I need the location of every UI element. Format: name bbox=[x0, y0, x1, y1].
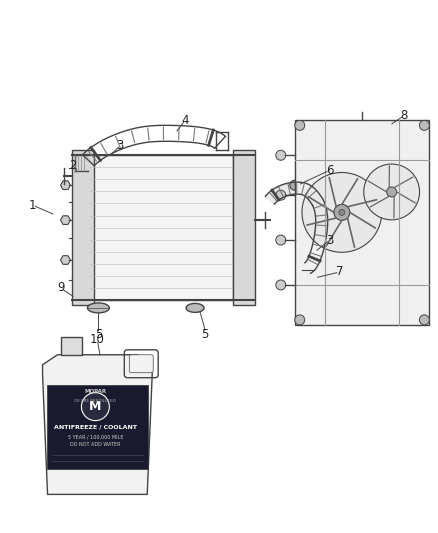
Text: 2: 2 bbox=[69, 159, 76, 172]
Text: M: M bbox=[89, 400, 102, 413]
Text: OE PRE PREDILUTED: OE PRE PREDILUTED bbox=[74, 399, 117, 402]
Text: 6: 6 bbox=[326, 164, 333, 177]
Bar bbox=[88, 155, 233, 300]
Circle shape bbox=[276, 150, 286, 160]
Text: 5: 5 bbox=[95, 328, 102, 341]
Circle shape bbox=[295, 315, 305, 325]
Ellipse shape bbox=[186, 303, 204, 312]
Circle shape bbox=[419, 120, 429, 131]
Polygon shape bbox=[265, 182, 323, 205]
Circle shape bbox=[419, 315, 429, 325]
Text: 5 YEAR / 100,000 MILE: 5 YEAR / 100,000 MILE bbox=[67, 434, 123, 439]
Bar bbox=[295, 120, 429, 325]
Polygon shape bbox=[305, 199, 328, 273]
Circle shape bbox=[290, 180, 300, 190]
Text: 1: 1 bbox=[29, 199, 36, 212]
Polygon shape bbox=[60, 181, 71, 190]
Text: 3: 3 bbox=[117, 139, 124, 152]
Text: 9: 9 bbox=[57, 281, 64, 294]
Text: 8: 8 bbox=[401, 109, 408, 122]
Text: DO NOT ADD WATER: DO NOT ADD WATER bbox=[70, 442, 120, 447]
Text: 7: 7 bbox=[336, 265, 343, 278]
Circle shape bbox=[81, 393, 110, 421]
FancyBboxPatch shape bbox=[129, 355, 153, 373]
Polygon shape bbox=[42, 355, 152, 495]
Circle shape bbox=[295, 120, 305, 131]
Circle shape bbox=[334, 205, 350, 220]
Circle shape bbox=[302, 173, 382, 252]
Circle shape bbox=[276, 190, 286, 200]
Text: 5: 5 bbox=[201, 328, 209, 341]
Text: 3: 3 bbox=[326, 233, 333, 247]
Bar bbox=[60, 337, 82, 355]
Circle shape bbox=[339, 209, 345, 215]
Circle shape bbox=[276, 235, 286, 245]
Ellipse shape bbox=[88, 303, 110, 313]
Bar bbox=[46, 385, 148, 470]
Bar bbox=[72, 150, 95, 305]
Circle shape bbox=[387, 187, 397, 197]
Text: ANTIFREEZE / COOLANT: ANTIFREEZE / COOLANT bbox=[54, 424, 137, 429]
Circle shape bbox=[276, 280, 286, 290]
Circle shape bbox=[364, 164, 420, 220]
Polygon shape bbox=[60, 256, 71, 264]
Text: 10: 10 bbox=[90, 333, 105, 346]
Text: 4: 4 bbox=[181, 114, 189, 127]
Bar bbox=[233, 150, 255, 305]
Polygon shape bbox=[60, 216, 71, 224]
Text: MOPAR: MOPAR bbox=[85, 389, 106, 394]
